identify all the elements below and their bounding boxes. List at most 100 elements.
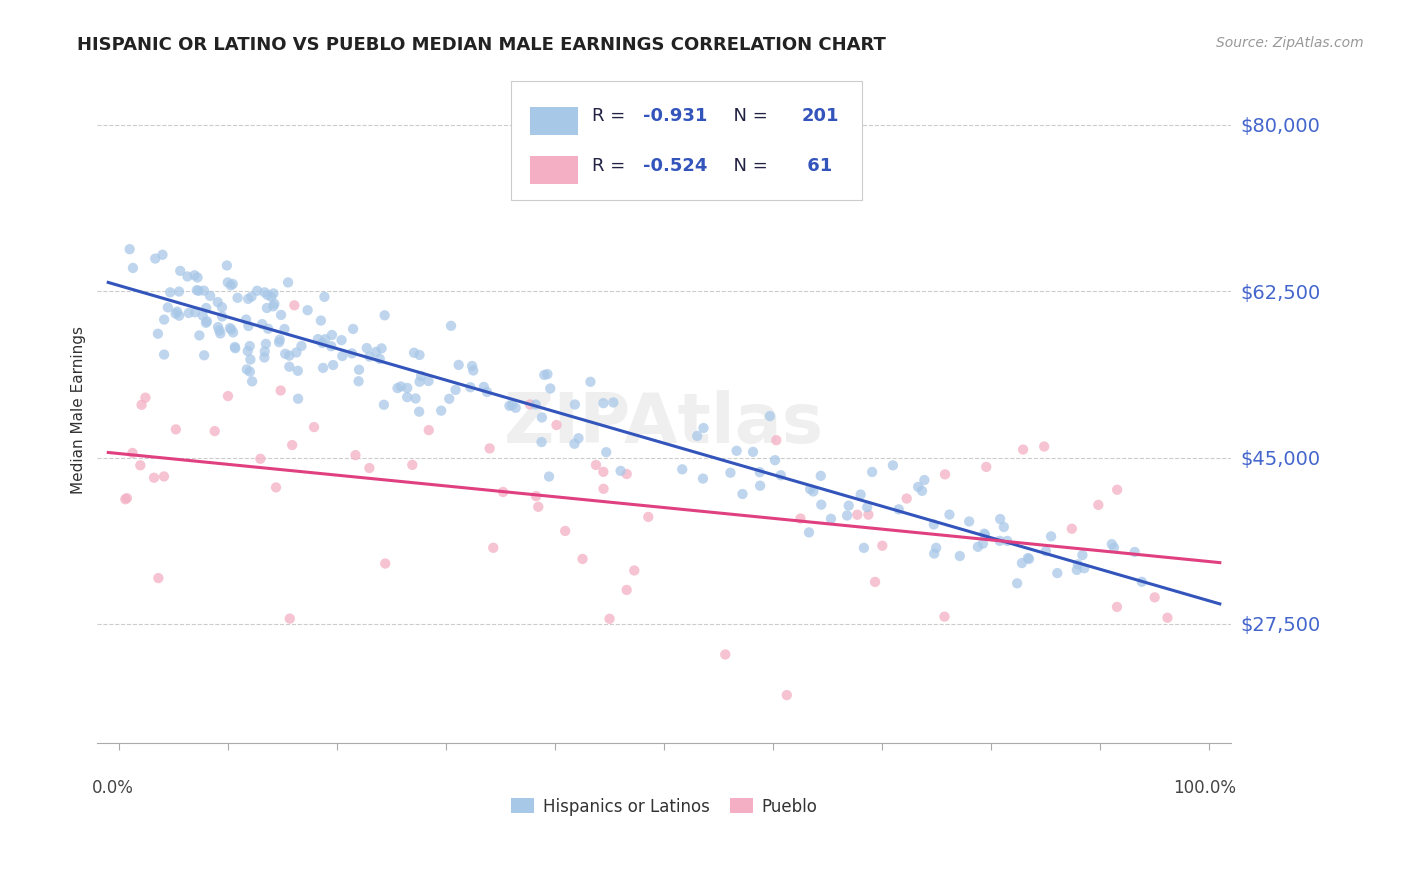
Point: [239, 365, 262, 379]
Text: 201: 201: [801, 107, 838, 125]
Text: R =: R =: [592, 107, 630, 125]
Point: [1035, 544, 1057, 558]
Point: [714, 648, 737, 662]
Point: [321, 328, 343, 343]
Point: [239, 352, 262, 367]
Point: [538, 381, 561, 395]
FancyBboxPatch shape: [530, 107, 578, 135]
Y-axis label: Median Male Earnings: Median Male Earnings: [72, 326, 86, 494]
Point: [623, 564, 645, 578]
Point: [585, 458, 607, 472]
Point: [184, 305, 207, 319]
Point: [311, 336, 333, 351]
Point: [763, 453, 786, 467]
Point: [342, 322, 364, 336]
Point: [263, 286, 285, 301]
Point: [143, 471, 166, 485]
Point: [374, 309, 396, 323]
Point: [240, 375, 263, 389]
Point: [637, 510, 659, 524]
Point: [188, 328, 211, 343]
Point: [153, 312, 176, 326]
Point: [993, 520, 1015, 534]
Point: [238, 318, 260, 333]
Text: -0.524: -0.524: [643, 156, 707, 175]
Point: [191, 309, 214, 323]
Point: [270, 308, 292, 322]
Point: [546, 417, 568, 432]
Point: [799, 482, 821, 496]
Point: [1066, 563, 1088, 577]
Point: [1018, 552, 1040, 566]
Point: [1005, 576, 1028, 591]
Point: [858, 508, 880, 522]
Point: [146, 326, 169, 341]
Point: [396, 381, 419, 395]
Point: [302, 420, 325, 434]
Point: [1130, 574, 1153, 589]
Point: [949, 549, 972, 563]
Point: [262, 299, 284, 313]
Point: [731, 487, 754, 501]
Point: [405, 392, 427, 406]
Point: [166, 304, 188, 318]
Point: [257, 321, 280, 335]
Point: [207, 295, 229, 310]
Point: [263, 297, 285, 311]
Point: [1123, 545, 1146, 559]
Point: [278, 349, 301, 363]
Point: [193, 348, 215, 362]
Point: [748, 465, 770, 479]
Point: [440, 318, 463, 333]
Point: [418, 423, 440, 437]
Point: [475, 384, 498, 399]
Point: [278, 612, 301, 626]
Point: [849, 487, 872, 501]
Point: [922, 517, 945, 532]
Point: [887, 502, 910, 516]
Point: [1073, 561, 1095, 575]
Point: [224, 341, 246, 355]
Point: [447, 358, 470, 372]
Point: [167, 285, 190, 299]
Legend: Hispanics or Latinos, Pueblo: Hispanics or Latinos, Pueblo: [505, 791, 824, 822]
Point: [115, 491, 138, 505]
Point: [287, 392, 309, 406]
Point: [359, 461, 381, 475]
Point: [1012, 442, 1035, 457]
Point: [934, 609, 956, 624]
Point: [183, 268, 205, 283]
Point: [759, 409, 782, 423]
Point: [974, 528, 997, 542]
Point: [408, 375, 430, 389]
Point: [253, 285, 276, 300]
Point: [219, 322, 242, 336]
Point: [330, 349, 353, 363]
Point: [256, 301, 278, 315]
Text: 0.0%: 0.0%: [91, 780, 134, 797]
Point: [285, 345, 308, 359]
Text: HISPANIC OR LATINO VS PUEBLO MEDIAN MALE EARNINGS CORRELATION CHART: HISPANIC OR LATINO VS PUEBLO MEDIAN MALE…: [77, 36, 886, 54]
Point: [283, 298, 305, 312]
Point: [595, 445, 617, 459]
Point: [224, 340, 246, 354]
Point: [554, 524, 576, 538]
Point: [872, 539, 894, 553]
Text: R =: R =: [592, 156, 630, 175]
Point: [401, 458, 423, 472]
Text: N =: N =: [721, 107, 773, 125]
Point: [340, 346, 363, 360]
Point: [505, 401, 527, 415]
Point: [235, 312, 257, 326]
Text: Source: ZipAtlas.com: Source: ZipAtlas.com: [1216, 36, 1364, 50]
Point: [373, 398, 395, 412]
Point: [934, 467, 956, 482]
Point: [256, 288, 278, 302]
Point: [616, 582, 638, 597]
Point: [1011, 556, 1033, 570]
Point: [592, 482, 614, 496]
Point: [187, 284, 209, 298]
Point: [226, 291, 249, 305]
Point: [356, 341, 378, 355]
Text: -0.931: -0.931: [643, 107, 707, 125]
